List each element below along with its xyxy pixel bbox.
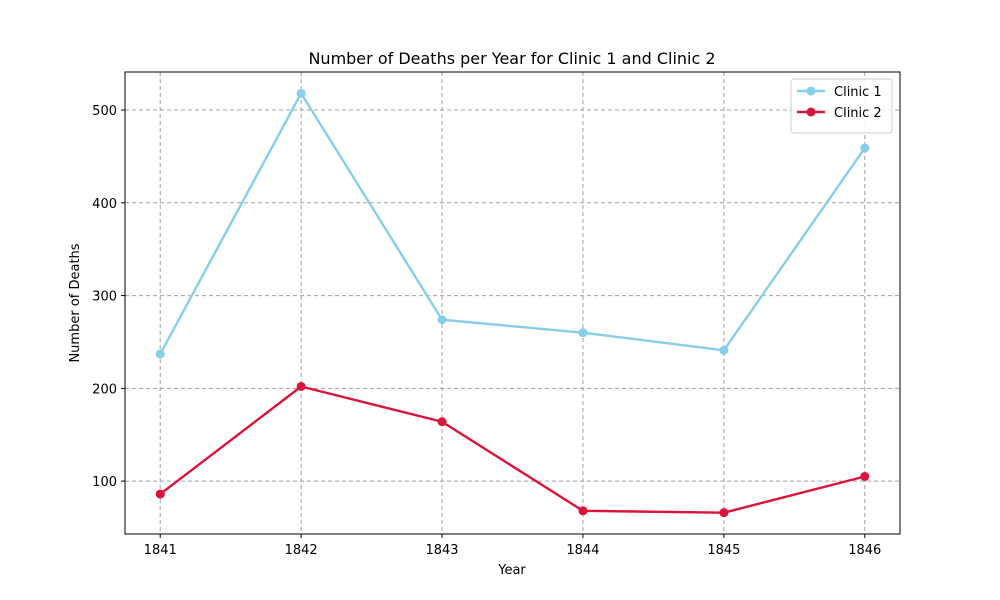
legend-swatch-marker: [806, 86, 816, 96]
series-2: [155, 381, 870, 518]
series-line: [159, 385, 866, 514]
legend-item: Clinic 2: [797, 106, 882, 121]
x-tick-label: 1841: [144, 543, 177, 558]
legend: Clinic 1 Clinic 2: [790, 78, 893, 134]
data-point: [437, 417, 447, 427]
data-point: [155, 349, 165, 359]
chart-title: Number of Deaths per Year for Clinic 1 a…: [308, 49, 715, 68]
y-tick-label: 200: [92, 382, 117, 397]
data-point: [860, 143, 870, 153]
data-point: [578, 506, 588, 516]
legend-label: Clinic 2: [834, 106, 882, 121]
x-tick-label: 1846: [848, 543, 881, 558]
data-point: [437, 315, 447, 325]
grid-lines: [125, 72, 900, 534]
data-point: [719, 508, 729, 518]
x-tick-label: 1844: [566, 543, 599, 558]
data-point: [860, 471, 870, 481]
data-point: [155, 489, 165, 499]
legend-item: Clinic 1: [797, 85, 882, 100]
plot-area: [124, 71, 901, 535]
data-point: [719, 345, 729, 355]
x-tick-label: 1843: [425, 543, 458, 558]
x-tick-label: 1845: [707, 543, 740, 558]
legend-label: Clinic 1: [834, 85, 882, 100]
x-axis-label: Year: [497, 563, 526, 578]
y-tick-label: 500: [92, 104, 117, 119]
series-1: [155, 88, 870, 359]
y-axis-label: Number of Deaths: [68, 243, 83, 362]
y-tick-label: 100: [92, 475, 117, 490]
series-line: [159, 92, 866, 355]
x-axis-ticks: 1841 1842 1843 1844 1845 1846: [144, 534, 881, 558]
legend-swatch-marker: [806, 107, 816, 117]
data-point: [578, 328, 588, 338]
data-point: [296, 88, 306, 98]
y-axis-ticks: 100 200 300 400 500: [92, 104, 125, 490]
legend-box: [790, 78, 893, 134]
x-tick-label: 1842: [285, 543, 318, 558]
y-tick-label: 400: [92, 197, 117, 212]
series-layer: [155, 88, 870, 518]
data-point: [296, 381, 306, 391]
y-tick-label: 300: [92, 290, 117, 305]
